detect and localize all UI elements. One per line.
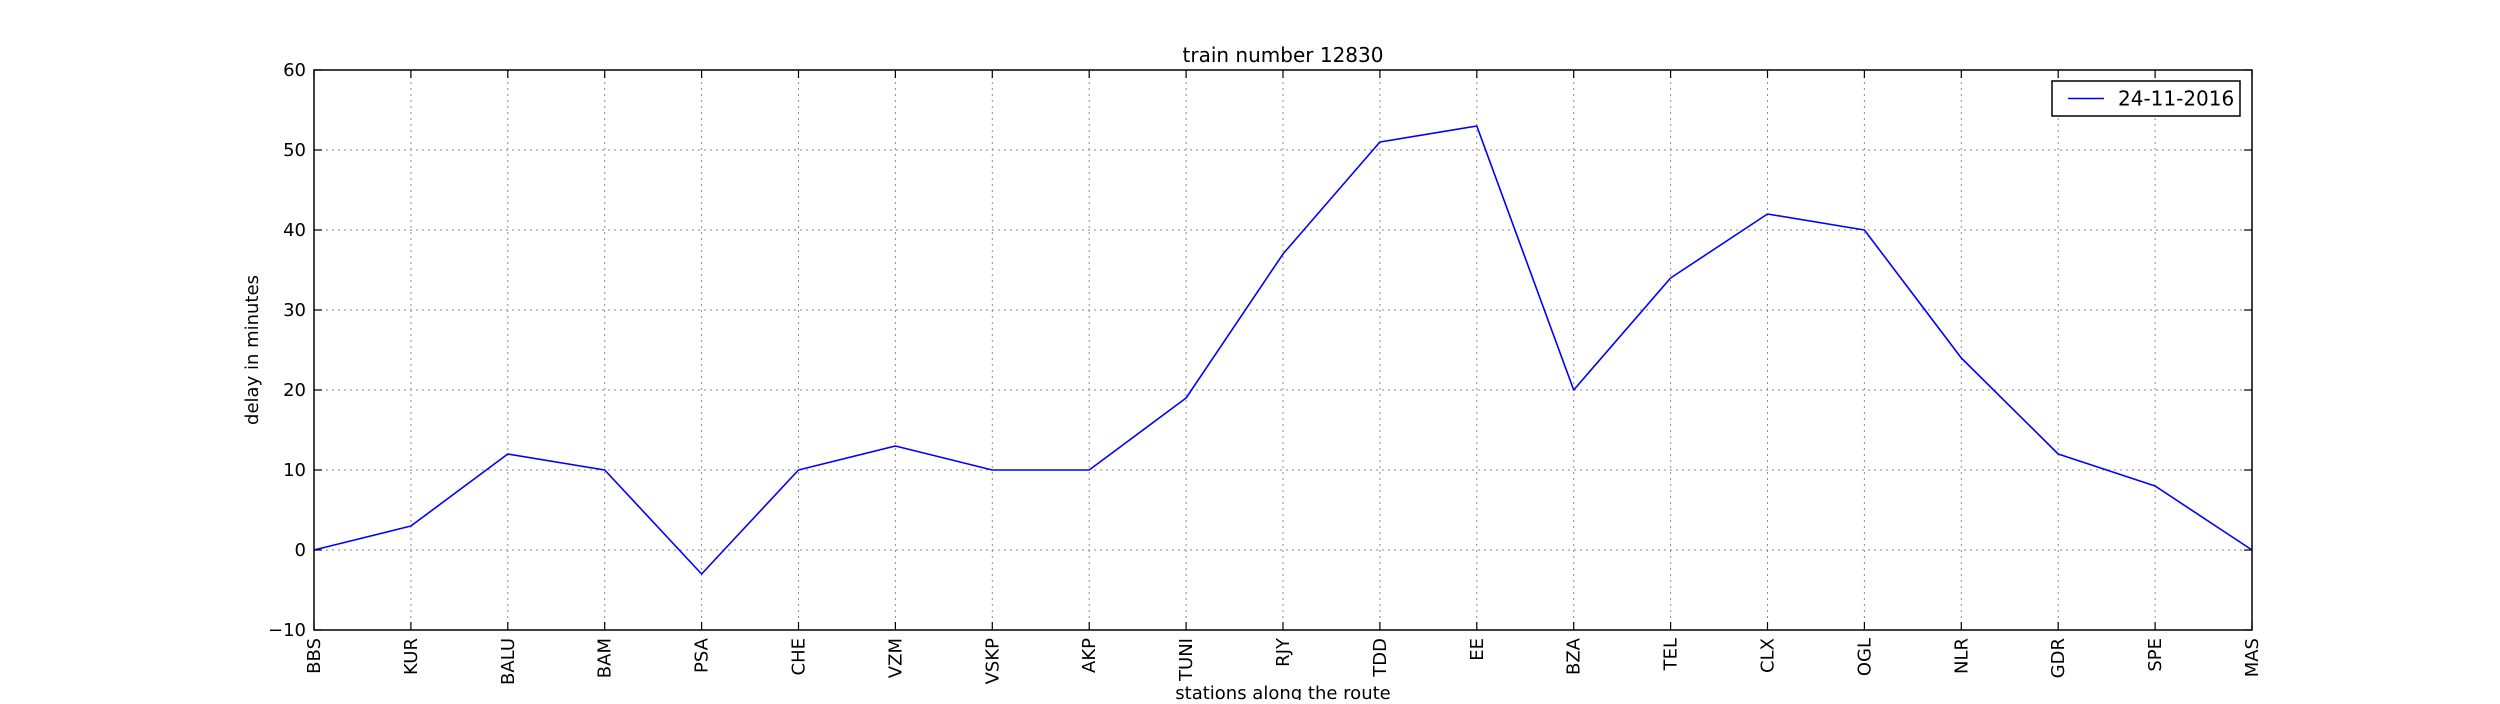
x-tick-label: VSKP bbox=[982, 638, 1003, 685]
y-axis: −10 0 10 20 30 40 50 60 bbox=[268, 60, 2252, 641]
x-tick-label: BZA bbox=[1564, 637, 1585, 675]
y-tick-label: 30 bbox=[283, 300, 306, 321]
x-tick-label: MAS bbox=[2242, 638, 2263, 677]
x-tick-label: EE bbox=[1467, 638, 1488, 661]
y-axis-title: delay in minutes bbox=[242, 275, 263, 425]
x-tick-label: VZM bbox=[885, 638, 906, 678]
y-tick-label: 60 bbox=[283, 60, 306, 81]
y-tick-label: 0 bbox=[295, 540, 306, 561]
x-tick-label: RJY bbox=[1273, 637, 1294, 667]
x-tick-label: TEL bbox=[1661, 638, 1682, 671]
x-tick-label: AKP bbox=[1079, 638, 1100, 673]
x-tick-label: CLX bbox=[1758, 638, 1779, 673]
x-tick-label: CHE bbox=[789, 638, 810, 675]
x-tick-label: PSA bbox=[692, 637, 713, 673]
y-tick-label: 20 bbox=[283, 380, 306, 401]
y-tick-label: 50 bbox=[283, 140, 306, 161]
x-tick-label: BAM bbox=[595, 638, 616, 678]
x-tick-label: OGL bbox=[1854, 638, 1875, 676]
x-tick-label: NLR bbox=[1951, 638, 1972, 674]
legend: 24-11-2016 bbox=[2052, 81, 2240, 116]
x-tick-label: KUR bbox=[401, 638, 422, 675]
series-layer bbox=[314, 126, 2252, 574]
series-line bbox=[314, 126, 2252, 574]
grid bbox=[314, 70, 2252, 630]
x-axis-title: stations along the route bbox=[1175, 683, 1390, 700]
y-tick-label: −10 bbox=[268, 620, 306, 641]
chart-title: train number 12830 bbox=[1183, 43, 1384, 67]
x-tick-label: BBS bbox=[304, 638, 325, 674]
x-tick-label: TUNI bbox=[1176, 638, 1197, 682]
y-tick-label: 10 bbox=[283, 460, 306, 481]
x-tick-label: BALU bbox=[498, 638, 519, 685]
x-tick-label: SPE bbox=[2145, 638, 2166, 672]
x-tick-label: GDR bbox=[2048, 638, 2069, 678]
legend-label: 24-11-2016 bbox=[2118, 87, 2234, 111]
x-tick-label: TDD bbox=[1370, 638, 1391, 678]
y-tick-label: 40 bbox=[283, 220, 306, 241]
